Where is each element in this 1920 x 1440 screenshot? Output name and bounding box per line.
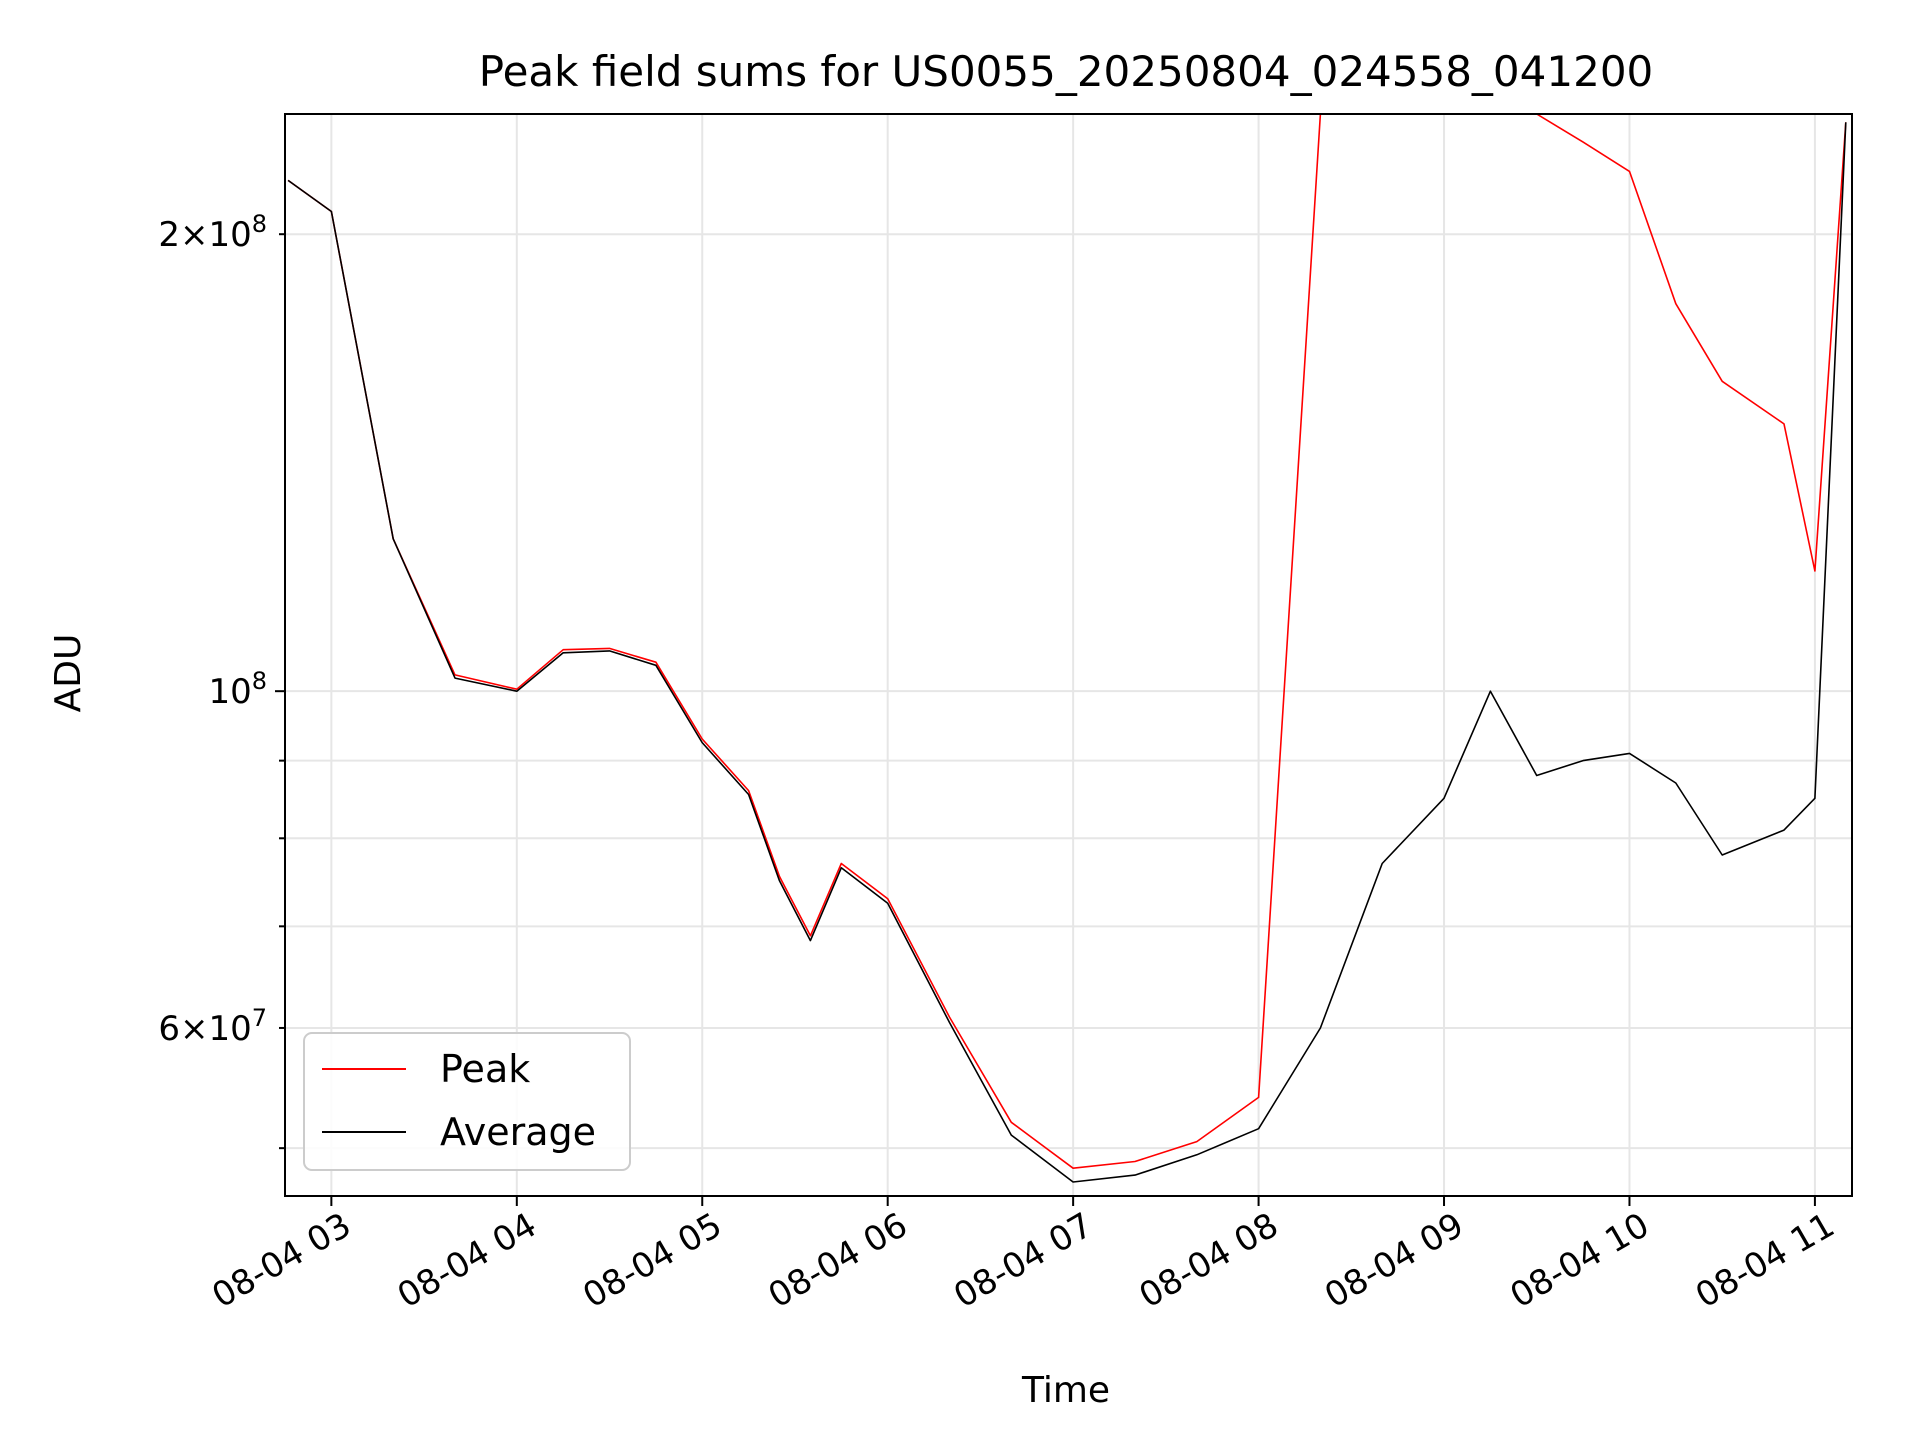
y-tick-label-exponent: 8 (252, 210, 267, 238)
legend: Peak Average (303, 1032, 631, 1171)
series-line-average (287, 122, 1847, 1183)
y-tick-label-exponent: 8 (252, 667, 267, 695)
series-line-peak (287, 114, 1847, 1169)
legend-label-average: Average (440, 1110, 596, 1154)
x-axis-label: Time (1021, 1370, 1110, 1411)
chart-title: Peak field sums for US0055_20250804_0245… (479, 47, 1654, 96)
legend-label-peak: Peak (440, 1047, 530, 1091)
plot-frame (284, 113, 1853, 1197)
grid (285, 114, 1852, 1196)
y-axis-label: ADU (48, 634, 89, 713)
y-tick-label: 2×108 (158, 210, 267, 255)
legend-box (303, 1032, 631, 1171)
plot-area (287, 114, 1847, 1183)
y-tick-label-base: 10 (208, 672, 251, 712)
y-tick-label: 108 (208, 667, 267, 712)
y-tick-label-base: 6×10 (158, 1009, 251, 1049)
y-tick-label-exponent: 7 (252, 1004, 267, 1032)
y-tick-label-base: 2×10 (158, 215, 251, 255)
y-tick-label: 6×107 (158, 1004, 267, 1049)
